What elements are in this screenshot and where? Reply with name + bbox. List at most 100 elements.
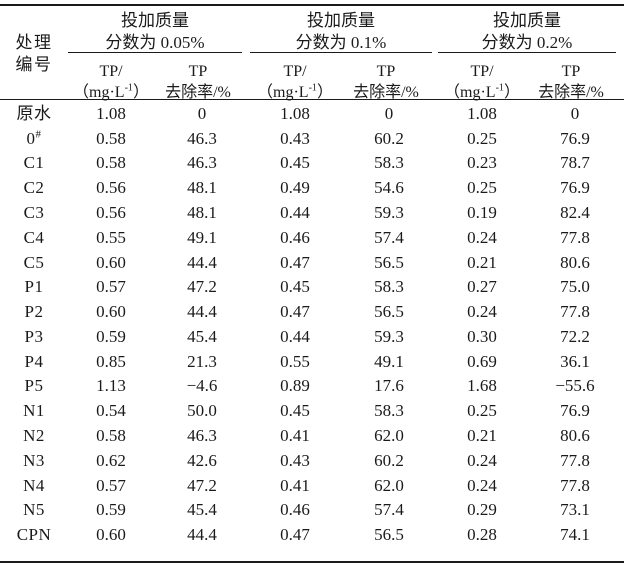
sub-header-3: TP 去除率/% bbox=[340, 61, 432, 103]
cell-value: 0.56 bbox=[96, 203, 126, 223]
cell-value: 0.25 bbox=[467, 178, 497, 198]
cell-value: 57.4 bbox=[374, 500, 404, 520]
unit-exponent-1: -1 bbox=[308, 82, 317, 94]
cell-value: 0.85 bbox=[96, 351, 126, 371]
cell-value: 46.3 bbox=[187, 153, 217, 173]
sub-header-5: TP 去除率/% bbox=[526, 61, 616, 103]
cell-value: 0.62 bbox=[96, 450, 126, 470]
cell-value: 1.68 bbox=[467, 376, 497, 396]
sub-header-4-line2: （mg·L-1） bbox=[444, 82, 520, 101]
cell-value: 60.2 bbox=[374, 128, 404, 148]
cell-value: 45.4 bbox=[187, 500, 217, 520]
cell-value: 0.46 bbox=[280, 227, 310, 247]
cell-value: 0.41 bbox=[280, 426, 310, 446]
group-header-1-line2: 分数为 0.1% bbox=[295, 33, 387, 52]
cell-value: 0.19 bbox=[467, 203, 497, 223]
cell-value: 0.27 bbox=[467, 277, 497, 297]
sub-header-1-line1: TP bbox=[188, 63, 208, 80]
cell-value: 76.9 bbox=[560, 178, 590, 198]
table-row: C1 0.58 46.3 0.45 58.3 0.23 78.7 bbox=[0, 151, 624, 176]
row-label: N4 bbox=[23, 475, 45, 495]
table-row: 原水 1.08 0 1.08 0 1.08 0 bbox=[0, 101, 624, 126]
table-body-wrapper: 原水 1.08 0 1.08 0 1.08 0 0# 0.58 46.3 0.43 60.2 0.25 7… bbox=[0, 101, 624, 547]
table-row: CPN 0.60 44.4 0.47 56.5 0.28 74.1 bbox=[0, 522, 624, 547]
table-row: C3 0.56 48.1 0.44 59.3 0.19 82.4 bbox=[0, 200, 624, 225]
sub-header-2-line1: TP/ bbox=[283, 63, 307, 80]
cell-value: 0.44 bbox=[280, 326, 310, 346]
cell-value: 44.4 bbox=[187, 525, 217, 545]
cell-value: 0.54 bbox=[96, 401, 126, 421]
cell-value: 59.3 bbox=[374, 203, 404, 223]
row-label: N1 bbox=[23, 401, 45, 421]
sub-header-1: TP 去除率/% bbox=[154, 61, 242, 103]
table-row: C5 0.60 44.4 0.47 56.5 0.21 80.6 bbox=[0, 250, 624, 275]
cell-value: 0.43 bbox=[280, 128, 310, 148]
sub-header-5-line2: 去除率/% bbox=[538, 84, 604, 101]
cell-value: 47.2 bbox=[187, 475, 217, 495]
cell-value: 49.1 bbox=[374, 351, 404, 371]
sub-header-2: TP/ （mg·L-1） bbox=[250, 61, 340, 103]
sub-header-0-line1: TP/ bbox=[99, 63, 123, 80]
cell-value: 74.1 bbox=[560, 525, 590, 545]
table-row: C4 0.55 49.1 0.46 57.4 0.24 77.8 bbox=[0, 225, 624, 250]
cell-value: 77.8 bbox=[560, 227, 590, 247]
header-id-column: 处理 编号 bbox=[0, 32, 68, 76]
unit-exponent-2: -1 bbox=[495, 82, 504, 94]
cell-value: 17.6 bbox=[374, 376, 404, 396]
cell-value: 1.08 bbox=[467, 103, 497, 123]
sub-header-0: TP/ （mg·L-1） bbox=[68, 61, 154, 103]
group-header-1: 投加质量 分数为 0.1% bbox=[250, 10, 432, 54]
cell-value: 45.4 bbox=[187, 326, 217, 346]
cell-value: 73.1 bbox=[560, 500, 590, 520]
cell-value: 76.9 bbox=[560, 401, 590, 421]
cell-value: 0.56 bbox=[96, 178, 126, 198]
cell-value: 0.47 bbox=[280, 302, 310, 322]
cell-value: 59.3 bbox=[374, 326, 404, 346]
cell-value: 44.4 bbox=[187, 252, 217, 272]
cell-value: 0.41 bbox=[280, 475, 310, 495]
cell-value: 36.1 bbox=[560, 351, 590, 371]
cell-value: 62.0 bbox=[374, 426, 404, 446]
table-row: N5 0.59 45.4 0.46 57.4 0.29 73.1 bbox=[0, 498, 624, 523]
cell-value: 82.4 bbox=[560, 203, 590, 223]
sub-header-4: TP/ （mg·L-1） bbox=[438, 61, 526, 103]
group-header-0-line1: 投加质量 bbox=[121, 11, 189, 30]
cell-value: 21.3 bbox=[187, 351, 217, 371]
sub-header-4-line1: TP/ bbox=[470, 63, 494, 80]
cell-value: 0.24 bbox=[467, 450, 497, 470]
cell-value: 75.0 bbox=[560, 277, 590, 297]
cell-value: 47.2 bbox=[187, 277, 217, 297]
row-label: P4 bbox=[24, 351, 44, 371]
cell-value: 0.25 bbox=[467, 401, 497, 421]
cell-value: 56.5 bbox=[374, 525, 404, 545]
table-row: P5 1.13 −4.6 0.89 17.6 1.68 −55.6 bbox=[0, 374, 624, 399]
cell-value: 46.3 bbox=[187, 426, 217, 446]
table-bottom-rule bbox=[0, 561, 624, 563]
cell-value: −55.6 bbox=[555, 376, 595, 396]
header-id-line1: 处理 bbox=[15, 33, 53, 52]
table-header: 处理 编号 投加质量 分数为 0.05% 投加质量 分数为 0.1% 投加质量 … bbox=[0, 6, 624, 101]
cell-value: 0.58 bbox=[96, 153, 126, 173]
table-row: P3 0.59 45.4 0.44 59.3 0.30 72.2 bbox=[0, 324, 624, 349]
row-label: C1 bbox=[23, 153, 45, 173]
row-label: N5 bbox=[23, 500, 45, 520]
cell-value: 57.4 bbox=[374, 227, 404, 247]
cell-value: 0.49 bbox=[280, 178, 310, 198]
row-label: N3 bbox=[23, 450, 45, 470]
row-label: P1 bbox=[24, 277, 44, 297]
cell-value: 0.58 bbox=[96, 128, 126, 148]
cell-value: 62.0 bbox=[374, 475, 404, 495]
cell-value: 0.59 bbox=[96, 326, 126, 346]
cell-value: 0.23 bbox=[467, 153, 497, 173]
table-row: N2 0.58 46.3 0.41 62.0 0.21 80.6 bbox=[0, 423, 624, 448]
table-row: N1 0.54 50.0 0.45 58.3 0.25 76.9 bbox=[0, 398, 624, 423]
cell-value: 50.0 bbox=[187, 401, 217, 421]
cell-value: 0.57 bbox=[96, 277, 126, 297]
group-rule-3 bbox=[438, 52, 616, 53]
cell-value: 0.59 bbox=[96, 500, 126, 520]
cell-value: 58.3 bbox=[374, 401, 404, 421]
cell-value: 80.6 bbox=[560, 426, 590, 446]
cell-value: 0.89 bbox=[280, 376, 310, 396]
table-row: N4 0.57 47.2 0.41 62.0 0.24 77.8 bbox=[0, 473, 624, 498]
cell-value: 48.1 bbox=[187, 178, 217, 198]
